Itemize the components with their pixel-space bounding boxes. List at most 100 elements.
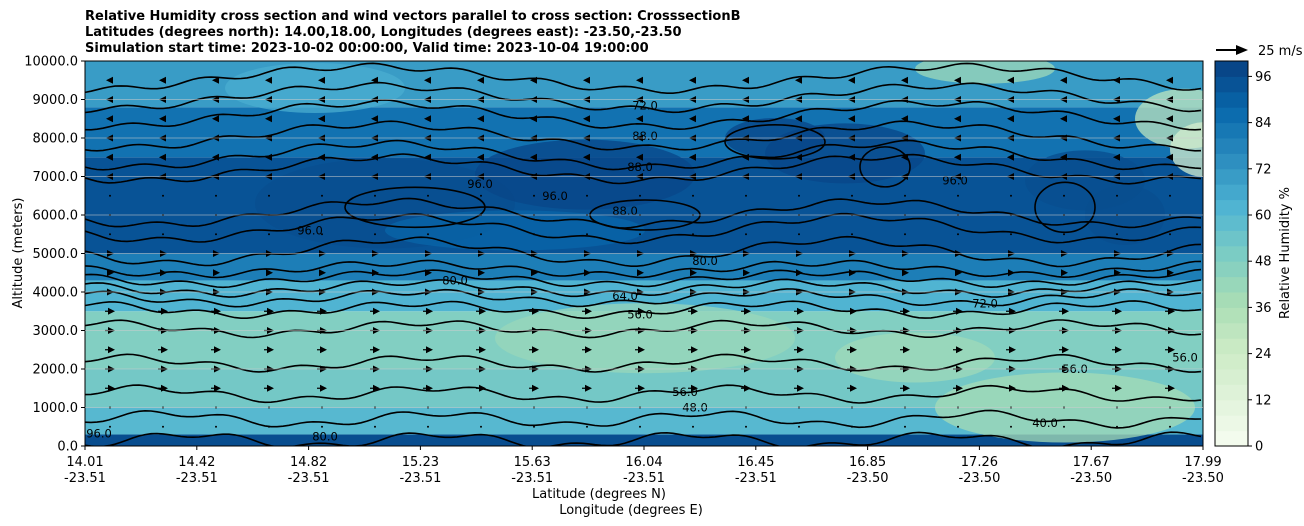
x-tick-lon-10: -23.50 <box>1182 471 1224 486</box>
chart-title-line-3: Simulation start time: 2023-10-02 00:00:… <box>85 41 649 56</box>
x-tick-lat-7: 16.85 <box>849 455 886 470</box>
colorbar-band-11 <box>1215 261 1248 278</box>
contour-label-13: 96.0 <box>942 173 968 187</box>
x-tick-lon-6: -23.51 <box>735 471 777 486</box>
x-tick-lat-10: 17.99 <box>1184 455 1221 470</box>
contour-line-8 <box>85 268 1202 289</box>
quiver-key-label: 25 m/s <box>1258 44 1303 59</box>
wind-vector-103 <box>1115 346 1122 354</box>
contour-loop-2 <box>724 124 826 160</box>
colorbar-band-1 <box>1215 415 1248 432</box>
wind-vector-62 <box>1168 384 1175 392</box>
contour-loop-3 <box>1034 181 1096 234</box>
y-tick-label-4: 4000.0 <box>33 286 79 301</box>
wind-vector-176 <box>531 269 538 277</box>
wind-vector-58 <box>956 384 963 392</box>
rh-layer-5 <box>85 253 1203 281</box>
wind-vector-132 <box>426 307 433 315</box>
contour-label-7: 96.0 <box>297 223 323 237</box>
wind-vector-145 <box>1115 307 1122 315</box>
contour-loop-0 <box>344 186 486 229</box>
colorbar-band-4 <box>1215 369 1248 385</box>
wind-vector-102 <box>1062 346 1069 354</box>
wind-vector-294 <box>106 153 113 161</box>
wind-vector-311 <box>1007 153 1014 161</box>
wind-vector-48 <box>426 384 433 392</box>
wind-vector-44 <box>214 384 221 392</box>
wind-vector-217 <box>480 233 482 236</box>
wind-vector-8 <box>533 425 535 428</box>
wind-vector-296 <box>212 153 219 161</box>
contour-label-16: 40.0 <box>1032 416 1058 430</box>
wind-vector-49 <box>479 384 486 392</box>
wind-vector-398 <box>1166 76 1173 84</box>
wind-vector-186 <box>1061 269 1068 277</box>
colorbar-tick-label-6: 72 <box>1255 162 1272 177</box>
wind-vector-87 <box>267 346 274 354</box>
colorbar-band-22 <box>1215 91 1248 108</box>
colorbar: 0 12 24 36 48 60 72 84 96 <box>1214 60 1272 455</box>
colorbar-band-5 <box>1215 353 1248 370</box>
wind-vector-302 <box>530 153 537 161</box>
contour-line-16 <box>85 99 1202 131</box>
contour-label-9: 96.0 <box>542 189 568 203</box>
wind-vector-100 <box>956 346 963 354</box>
colorbar-band-19 <box>1215 138 1248 154</box>
contour-label-1: 88.0 <box>612 204 638 218</box>
wind-vector-301 <box>477 153 484 161</box>
wind-vector-47 <box>373 384 380 392</box>
wind-vector-266 <box>851 194 853 197</box>
quiver-key: 25 m/s <box>1216 44 1303 59</box>
wind-vector-306 <box>742 153 749 161</box>
contour-label-19: 56.0 <box>1172 350 1198 364</box>
wind-vector-378 <box>106 76 113 84</box>
colorbar-band-21 <box>1215 107 1248 124</box>
y-tick-label-7: 7000.0 <box>33 170 79 185</box>
colorbar-band-9 <box>1215 292 1248 308</box>
wind-vector-227 <box>1010 233 1012 236</box>
wind-vector-338 <box>212 115 219 123</box>
rh-patch-1 <box>475 139 695 210</box>
wind-vector-310 <box>954 153 961 161</box>
wind-vector-345 <box>583 115 590 123</box>
colorbar-band-16 <box>1215 184 1248 201</box>
wind-vector-260 <box>533 194 535 197</box>
wind-vector-272 <box>1169 194 1171 197</box>
wind-vector-271 <box>1116 194 1118 197</box>
wind-vector-56 <box>850 384 857 392</box>
wind-vector-0 <box>109 425 111 428</box>
wind-vector-222 <box>745 233 747 236</box>
contour-line-18 <box>85 62 1202 94</box>
contour-line-2 <box>85 384 1202 404</box>
contour-loop-4 <box>859 146 911 188</box>
wind-vector-300 <box>424 153 431 161</box>
y-tick-label-9: 9000.0 <box>33 93 79 108</box>
wind-vector-14 <box>851 425 853 428</box>
x-tick-lat-0: 14.01 <box>66 455 103 470</box>
wind-vector-346 <box>636 115 643 123</box>
wind-vector-42 <box>108 384 115 392</box>
wind-vector-133 <box>479 307 486 315</box>
wind-vector-55 <box>797 384 804 392</box>
wind-vector-172 <box>319 269 326 277</box>
wind-vector-52 <box>638 384 645 392</box>
colorbar-band-2 <box>1215 399 1248 416</box>
wind-vector-386 <box>530 76 537 84</box>
wind-vector-340 <box>318 115 325 123</box>
colorbar-band-10 <box>1215 276 1248 293</box>
wind-vector-308 <box>848 153 855 161</box>
wind-vector-50 <box>532 384 539 392</box>
x-tick-lon-2: -23.51 <box>288 471 330 486</box>
contour-label-5: 64.0 <box>612 289 638 303</box>
x-tick-lat-9: 17.67 <box>1073 455 1110 470</box>
wind-vector-343 <box>477 115 484 123</box>
wind-vector-7 <box>480 425 482 428</box>
wind-vector-379 <box>159 76 166 84</box>
contour-label-11: 88.0 <box>632 129 658 143</box>
colorbar-band-24 <box>1215 61 1248 77</box>
wind-vector-215 <box>374 233 376 236</box>
wind-vector-389 <box>689 76 696 84</box>
colorbar-tick-label-3: 36 <box>1255 301 1272 316</box>
contour-label-10: 88.0 <box>627 160 653 174</box>
colorbar-band-15 <box>1215 199 1248 216</box>
